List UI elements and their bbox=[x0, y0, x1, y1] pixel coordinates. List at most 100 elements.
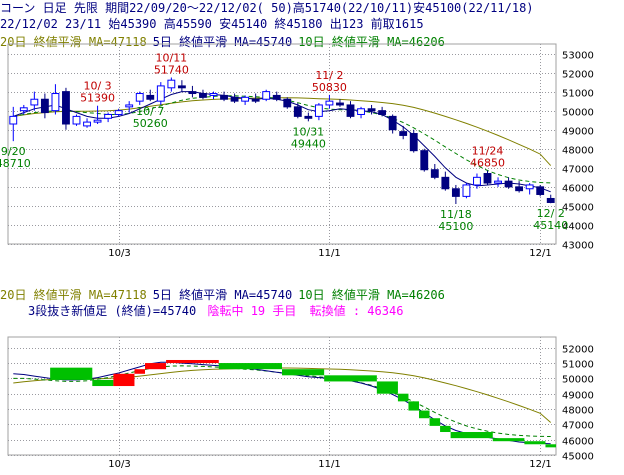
annotation-value: 46850 bbox=[470, 157, 505, 170]
candle-down bbox=[515, 186, 524, 192]
new-value-block-down bbox=[376, 381, 398, 394]
legend-ma5: 5日 終値平滑 MA=45740 bbox=[152, 35, 293, 49]
candle-up bbox=[72, 115, 81, 125]
new-value-block-down bbox=[524, 441, 546, 445]
lower-y-tick-label: 46000 bbox=[562, 437, 594, 448]
title-line-2: 22/12/02 23/11 始45390 高45590 安45140 終451… bbox=[0, 16, 624, 32]
annotation-value: 50830 bbox=[312, 81, 347, 94]
new-value-block-up bbox=[134, 369, 145, 374]
new-value-block-up bbox=[166, 359, 219, 364]
candle-up bbox=[83, 121, 91, 127]
candle-down bbox=[346, 104, 355, 117]
new-value-block-down bbox=[218, 363, 282, 370]
candle-down bbox=[378, 110, 387, 115]
new-value-block-down bbox=[397, 393, 409, 402]
lower-y-tick-label: 51000 bbox=[562, 360, 594, 371]
candle-down bbox=[336, 102, 344, 106]
lower-ma-legend: 20日 終値平滑 MA=47118 5日 終値平滑 MA=45740 10日 終値平… bbox=[0, 287, 624, 303]
kagi-legend: 3段抜き新値足 (終値)=45740 陰転中 19 手目 転換値 : 46346 bbox=[0, 303, 624, 319]
candle-up bbox=[241, 96, 250, 102]
candle-down bbox=[367, 108, 376, 112]
title-line-1: コーン 日足 先限 期間22/09/20～22/12/02( 50)高51740… bbox=[0, 0, 624, 16]
candle-up bbox=[135, 93, 144, 102]
upper-ma-legend: 20日 終値平滑 MA=47118 5日 終値平滑 MA=45740 10日 終値平… bbox=[0, 34, 624, 50]
candle-down bbox=[536, 186, 545, 195]
upper-y-tick-label: 51000 bbox=[562, 89, 594, 100]
upper-y-tick-label: 47000 bbox=[562, 165, 594, 176]
kagi-status: 陰転中 19 手目 bbox=[207, 304, 297, 318]
lower-x-tick-label: 11/1 bbox=[318, 459, 340, 470]
new-value-block-up bbox=[113, 373, 135, 387]
candle-up bbox=[9, 115, 18, 125]
upper-y-tick-label: 52000 bbox=[562, 70, 594, 81]
new-value-block-down bbox=[324, 375, 377, 382]
new-value-block-down bbox=[50, 367, 93, 380]
legend-ma10: 10日 終値平滑 MA=46206 bbox=[298, 35, 445, 49]
legend-ma5-lower: 5日 終値平滑 MA=45740 bbox=[152, 288, 293, 302]
candle-down bbox=[146, 94, 155, 100]
upper-y-tick-label: 50000 bbox=[562, 108, 594, 119]
candle-up bbox=[209, 93, 218, 96]
candle-down bbox=[409, 133, 418, 152]
kagi-method: 3段抜き新値足 (終値)=45740 bbox=[28, 304, 197, 318]
candle-up bbox=[325, 100, 334, 106]
annotation-date: 11/24 bbox=[472, 145, 504, 158]
upper-y-tick-label: 43000 bbox=[562, 241, 594, 252]
lower-y-tick-label: 52000 bbox=[562, 345, 594, 356]
new-value-block-down bbox=[545, 444, 556, 448]
annotation-value: 49440 bbox=[291, 137, 326, 150]
candle-down bbox=[272, 94, 281, 100]
kagi-reversal: 転換値 : 46346 bbox=[309, 304, 404, 318]
upper-x-tick-label: 12/1 bbox=[529, 248, 551, 259]
legend-ma10-lower: 10日 終値平滑 MA=46206 bbox=[298, 288, 445, 302]
annotation-date: 12/ 2 bbox=[537, 207, 565, 220]
candle-up bbox=[167, 79, 176, 89]
candle-up bbox=[462, 184, 471, 197]
candle-up bbox=[51, 93, 60, 112]
upper-y-tick-label: 53000 bbox=[562, 51, 594, 62]
candle-up bbox=[114, 110, 123, 115]
candle-down bbox=[420, 150, 429, 171]
lower-y-tick-label: 47000 bbox=[562, 421, 594, 432]
ma5-line bbox=[13, 91, 551, 193]
candle-down bbox=[177, 85, 186, 89]
candle-down bbox=[62, 91, 70, 125]
new-value-block-down bbox=[92, 379, 114, 387]
annotation-value: 48710 bbox=[0, 157, 31, 170]
lower-x-tick-label: 10/3 bbox=[108, 459, 130, 470]
new-value-block-down bbox=[429, 418, 441, 426]
candle-up bbox=[93, 119, 102, 123]
annotation-value: 51390 bbox=[80, 92, 115, 105]
lower-y-tick-label: 50000 bbox=[562, 375, 594, 386]
candle-down bbox=[251, 98, 260, 102]
candle-down bbox=[220, 94, 228, 100]
annotation-date: 11/ 2 bbox=[315, 69, 343, 82]
candle-down bbox=[199, 93, 207, 98]
candle-up bbox=[357, 108, 365, 115]
legend-ma20: 20日 終値平滑 MA=47118 bbox=[0, 35, 147, 49]
upper-x-tick-label: 10/3 bbox=[108, 248, 130, 259]
annotation-date: 10/31 bbox=[292, 125, 324, 138]
new-value-block-up bbox=[145, 363, 167, 370]
candle-down bbox=[230, 96, 239, 102]
lower-x-tick-label: 12/1 bbox=[529, 459, 551, 470]
candle-up bbox=[156, 85, 165, 102]
candle-down bbox=[441, 176, 450, 190]
new-value-block-down bbox=[419, 410, 430, 419]
annotation-value: 45140 bbox=[533, 219, 568, 232]
upper-y-tick-label: 46000 bbox=[562, 184, 594, 195]
annotation-date: 10/ 7 bbox=[136, 105, 164, 118]
candle-down bbox=[483, 173, 492, 184]
candle-down bbox=[451, 188, 460, 197]
new-value-chart: 45000 46000 47000 48000 49000 50000 51000 52000… bbox=[7, 336, 594, 470]
upper-y-tick-label: 45000 bbox=[562, 203, 594, 214]
candle-down bbox=[283, 98, 292, 108]
candle-up bbox=[125, 104, 134, 108]
candle-down bbox=[40, 98, 49, 114]
candle-up bbox=[262, 91, 271, 100]
annotation-date: 11/18 bbox=[440, 208, 472, 221]
candle-down bbox=[304, 115, 313, 119]
new-value-block-down bbox=[282, 369, 325, 376]
annotation-date: 10/ 3 bbox=[83, 80, 111, 93]
